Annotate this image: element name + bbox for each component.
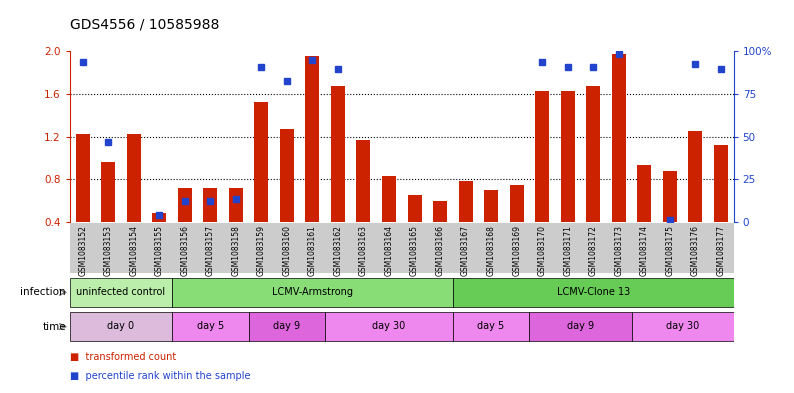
Bar bbox=[484, 190, 498, 222]
Text: GSM1083156: GSM1083156 bbox=[180, 225, 189, 276]
Bar bbox=[101, 162, 115, 222]
Text: day 0: day 0 bbox=[107, 321, 134, 331]
Text: GDS4556 / 10585988: GDS4556 / 10585988 bbox=[70, 18, 219, 32]
Bar bbox=[326, 312, 453, 341]
Text: LCMV-Clone 13: LCMV-Clone 13 bbox=[557, 287, 630, 297]
Bar bbox=[714, 145, 728, 222]
Bar bbox=[306, 57, 319, 222]
Text: GSM1083172: GSM1083172 bbox=[588, 225, 598, 276]
Text: day 9: day 9 bbox=[273, 321, 300, 331]
Text: GSM1083160: GSM1083160 bbox=[283, 225, 291, 276]
Text: time: time bbox=[42, 321, 66, 332]
Bar bbox=[152, 213, 166, 222]
Bar bbox=[203, 188, 218, 222]
Bar bbox=[453, 278, 734, 307]
Bar bbox=[178, 188, 192, 222]
Bar bbox=[453, 312, 530, 341]
Bar bbox=[172, 278, 453, 307]
Text: GSM1083153: GSM1083153 bbox=[104, 225, 113, 276]
Bar bbox=[407, 195, 422, 222]
Text: day 9: day 9 bbox=[567, 321, 594, 331]
Text: GSM1083168: GSM1083168 bbox=[487, 225, 495, 276]
Text: day 30: day 30 bbox=[372, 321, 406, 331]
Bar bbox=[331, 86, 345, 222]
Bar bbox=[663, 171, 676, 222]
Text: GSM1083152: GSM1083152 bbox=[78, 225, 87, 276]
Bar bbox=[127, 134, 141, 222]
Text: GSM1083155: GSM1083155 bbox=[155, 225, 164, 276]
Bar bbox=[172, 312, 249, 341]
Text: GSM1083161: GSM1083161 bbox=[308, 225, 317, 276]
Text: infection: infection bbox=[21, 287, 66, 298]
Text: day 5: day 5 bbox=[197, 321, 224, 331]
Text: GSM1083162: GSM1083162 bbox=[333, 225, 342, 276]
Bar bbox=[561, 91, 575, 222]
Text: GSM1083173: GSM1083173 bbox=[615, 225, 623, 276]
Text: GSM1083165: GSM1083165 bbox=[410, 225, 419, 276]
Bar bbox=[249, 312, 326, 341]
Text: GSM1083157: GSM1083157 bbox=[206, 225, 215, 276]
Bar bbox=[70, 278, 172, 307]
Bar bbox=[586, 86, 600, 222]
Text: uninfected control: uninfected control bbox=[76, 287, 165, 297]
Bar bbox=[70, 312, 172, 341]
Text: GSM1083170: GSM1083170 bbox=[538, 225, 547, 276]
Text: ■  transformed count: ■ transformed count bbox=[70, 352, 176, 362]
Text: GSM1083154: GSM1083154 bbox=[129, 225, 138, 276]
Text: GSM1083175: GSM1083175 bbox=[665, 225, 674, 276]
Bar bbox=[254, 102, 268, 222]
Text: GSM1083169: GSM1083169 bbox=[512, 225, 521, 276]
Bar bbox=[75, 134, 90, 222]
Text: day 5: day 5 bbox=[477, 321, 505, 331]
Text: ■  percentile rank within the sample: ■ percentile rank within the sample bbox=[70, 371, 250, 380]
Bar bbox=[688, 131, 703, 222]
Text: GSM1083159: GSM1083159 bbox=[256, 225, 266, 276]
Text: GSM1083171: GSM1083171 bbox=[563, 225, 572, 276]
Bar bbox=[631, 312, 734, 341]
Bar bbox=[279, 129, 294, 222]
Bar bbox=[530, 312, 631, 341]
Bar bbox=[433, 201, 447, 222]
Text: GSM1083177: GSM1083177 bbox=[716, 225, 726, 276]
Text: GSM1083167: GSM1083167 bbox=[461, 225, 470, 276]
Bar bbox=[535, 91, 549, 222]
Text: GSM1083166: GSM1083166 bbox=[436, 225, 445, 276]
Text: day 30: day 30 bbox=[666, 321, 700, 331]
Text: GSM1083174: GSM1083174 bbox=[640, 225, 649, 276]
Bar bbox=[459, 182, 472, 222]
Bar bbox=[229, 188, 243, 222]
Text: GSM1083176: GSM1083176 bbox=[691, 225, 700, 276]
Text: GSM1083158: GSM1083158 bbox=[231, 225, 241, 276]
Bar bbox=[357, 140, 371, 222]
Text: GSM1083164: GSM1083164 bbox=[384, 225, 394, 276]
Bar bbox=[382, 176, 396, 222]
Bar bbox=[510, 185, 524, 222]
Text: LCMV-Armstrong: LCMV-Armstrong bbox=[272, 287, 353, 297]
Text: GSM1083163: GSM1083163 bbox=[359, 225, 368, 276]
Bar bbox=[611, 54, 626, 222]
Bar bbox=[638, 165, 651, 222]
